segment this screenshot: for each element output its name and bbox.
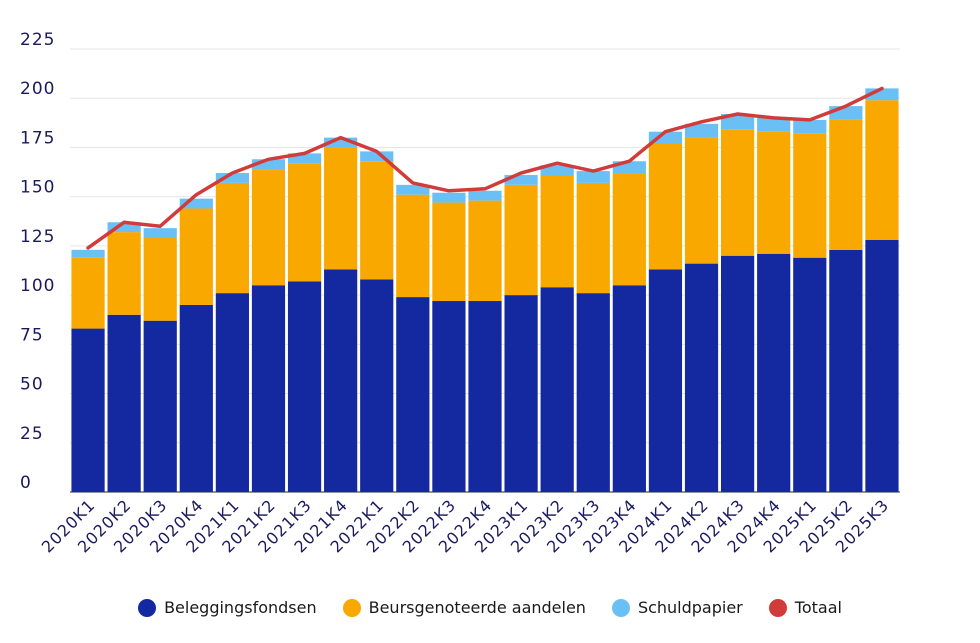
- bar-segment[interactable]: [468, 301, 502, 492]
- bar-segment[interactable]: [684, 263, 719, 492]
- bar-segment[interactable]: [143, 228, 177, 239]
- bar-segment[interactable]: [684, 137, 719, 264]
- legend-swatch: [342, 598, 361, 617]
- legend-swatch: [138, 598, 157, 617]
- bar-segment[interactable]: [504, 184, 538, 296]
- bar-segment[interactable]: [721, 113, 755, 130]
- bar-segment[interactable]: [360, 161, 394, 280]
- bar-segment[interactable]: [504, 295, 538, 492]
- bar-segment[interactable]: [757, 117, 791, 132]
- bar-segment[interactable]: [143, 320, 177, 492]
- y-tick-label: 125: [20, 227, 55, 247]
- bar-segment[interactable]: [324, 269, 358, 492]
- legend-label: Beursgenoteerde aandelen: [368, 598, 586, 617]
- y-axis-ticks: 0 25 50 75 100 125 150 175 200 225: [20, 30, 55, 493]
- bar-segment[interactable]: [215, 173, 249, 183]
- legend-item-beleggingsfondsen[interactable]: Beleggingsfondsen: [138, 598, 317, 617]
- bars: [71, 88, 899, 492]
- y-tick-label: 0: [20, 473, 32, 493]
- legend: Beleggingsfondsen Beursgenoteerde aandel…: [0, 598, 980, 617]
- bar-segment[interactable]: [865, 88, 899, 101]
- bar-segment[interactable]: [829, 249, 863, 492]
- bar-segment[interactable]: [179, 304, 213, 492]
- bar-segment[interactable]: [721, 129, 755, 256]
- y-tick-label: 75: [20, 325, 44, 345]
- y-tick-label: 200: [20, 79, 55, 99]
- bar-segment[interactable]: [215, 182, 249, 294]
- bar-segment[interactable]: [468, 200, 502, 302]
- y-tick-label: 25: [20, 424, 44, 444]
- legend-label: Schuldpapier: [637, 598, 743, 617]
- bar-segment[interactable]: [251, 169, 286, 286]
- x-axis-ticks: 2020K12020K22020K32020K42021K12021K22021…: [38, 495, 893, 556]
- bar-segment[interactable]: [576, 293, 610, 492]
- bar-segment[interactable]: [71, 257, 105, 329]
- legend-swatch: [768, 598, 787, 617]
- bar-segment[interactable]: [107, 314, 141, 492]
- bar-segment[interactable]: [829, 119, 863, 250]
- bar-segment[interactable]: [612, 161, 646, 174]
- bar-segment[interactable]: [287, 281, 322, 492]
- bar-segment[interactable]: [360, 279, 394, 492]
- bar-segment[interactable]: [793, 257, 827, 492]
- bar-segment[interactable]: [648, 131, 683, 144]
- bar-segment[interactable]: [324, 137, 358, 148]
- bar-segment[interactable]: [721, 255, 755, 492]
- bar-segment[interactable]: [432, 202, 466, 302]
- legend-label: Totaal: [794, 598, 842, 617]
- bar-segment[interactable]: [179, 208, 213, 305]
- bar-segment[interactable]: [612, 285, 646, 492]
- bar-segment[interactable]: [71, 328, 105, 492]
- bar-segment[interactable]: [829, 106, 863, 120]
- bar-segment[interactable]: [287, 153, 322, 164]
- bar-segment[interactable]: [360, 151, 394, 162]
- y-tick-label: 100: [20, 276, 55, 296]
- bar-segment[interactable]: [396, 194, 430, 298]
- bar-segment[interactable]: [612, 173, 646, 286]
- bar-segment[interactable]: [576, 171, 610, 183]
- bar-segment[interactable]: [143, 238, 177, 321]
- bar-segment[interactable]: [540, 175, 574, 288]
- bar-segment[interactable]: [757, 253, 791, 492]
- bar-segment[interactable]: [432, 301, 466, 492]
- y-tick-label: 225: [20, 30, 55, 50]
- y-tick-label: 50: [20, 375, 44, 395]
- bar-segment[interactable]: [215, 293, 249, 492]
- legend-item-schuldpapier[interactable]: Schuldpapier: [611, 598, 743, 617]
- bar-segment[interactable]: [324, 147, 358, 270]
- y-tick-label: 175: [20, 128, 55, 148]
- bar-segment[interactable]: [757, 131, 791, 254]
- y-tick-label: 150: [20, 178, 55, 198]
- bar-segment[interactable]: [468, 190, 502, 201]
- total-line: [86, 86, 884, 250]
- bar-segment[interactable]: [251, 159, 286, 170]
- legend-item-beursgenoteerde-aandelen[interactable]: Beursgenoteerde aandelen: [342, 598, 586, 617]
- bar-segment[interactable]: [432, 192, 466, 203]
- legend-item-totaal[interactable]: Totaal: [768, 598, 842, 617]
- bar-segment[interactable]: [865, 239, 899, 492]
- bar-segment[interactable]: [648, 269, 683, 492]
- bar-segment[interactable]: [865, 100, 899, 240]
- bar-segment[interactable]: [684, 123, 719, 138]
- total-line-path[interactable]: [86, 86, 884, 250]
- bar-segment[interactable]: [504, 175, 538, 185]
- bar-segment[interactable]: [251, 285, 286, 492]
- bar-segment[interactable]: [576, 182, 610, 294]
- bar-segment[interactable]: [71, 249, 105, 258]
- bar-segment[interactable]: [107, 232, 141, 315]
- bar-segment[interactable]: [793, 119, 827, 134]
- bar-segment[interactable]: [648, 143, 683, 270]
- bar-segment[interactable]: [540, 287, 574, 492]
- bar-segment[interactable]: [396, 297, 430, 492]
- legend-label: Beleggingsfondsen: [164, 598, 317, 617]
- bar-segment[interactable]: [793, 133, 827, 258]
- bar-segment[interactable]: [287, 163, 322, 282]
- bar-segment[interactable]: [540, 165, 574, 176]
- bar-segment[interactable]: [107, 222, 141, 233]
- bar-segment[interactable]: [179, 198, 213, 209]
- bar-segment[interactable]: [396, 184, 430, 195]
- stacked-bar-chart: 0 25 50 75 100 125 150 175 200 225 2020K12020K220…: [20, 30, 900, 556]
- legend-swatch: [611, 598, 630, 617]
